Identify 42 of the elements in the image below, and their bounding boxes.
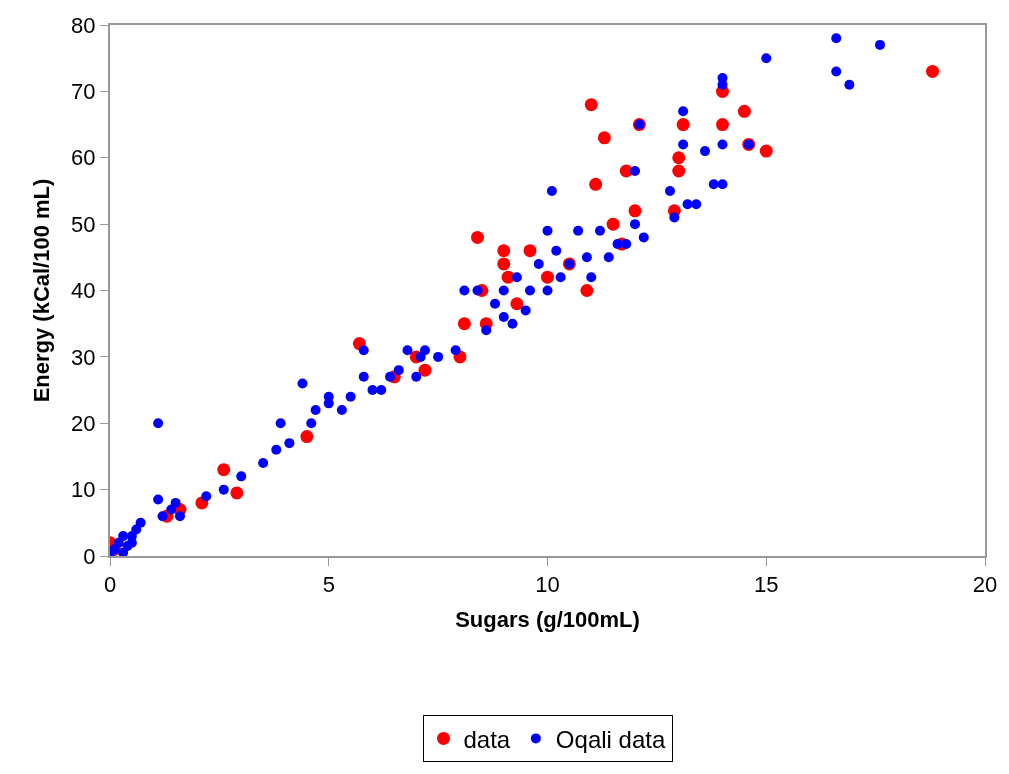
y-axis-title: Energy (kCal/100 mL) (29, 178, 55, 403)
point (580, 284, 594, 297)
y-tick-label: 70 (71, 79, 96, 105)
point (759, 144, 773, 158)
point (926, 64, 939, 78)
x-axis-title: Sugars (g/100mL) (455, 606, 640, 632)
point (589, 177, 603, 191)
point (672, 151, 686, 165)
legend-label: Oqali data (555, 725, 666, 753)
point (597, 131, 611, 145)
point (457, 317, 471, 331)
x-tick-label: 0 (103, 572, 117, 598)
point (737, 104, 751, 118)
point (523, 244, 537, 258)
point (628, 204, 642, 218)
point (584, 98, 598, 112)
y-tick-label: 10 (71, 477, 96, 503)
y-tick-label: 60 (71, 145, 96, 171)
x-tick-label: 5 (322, 572, 335, 598)
x-tick-label: 15 (754, 572, 779, 598)
point (716, 118, 729, 132)
point (606, 217, 620, 231)
y-tick-label: 20 (71, 410, 96, 436)
point (672, 164, 686, 178)
point (217, 463, 231, 477)
point (418, 363, 432, 377)
point (497, 257, 511, 271)
y-tick-label: 0 (83, 543, 96, 569)
point (497, 244, 511, 258)
point (510, 297, 524, 311)
y-tick-label: 30 (71, 344, 96, 370)
point (300, 430, 314, 444)
point (676, 118, 690, 132)
y-tick-label: 50 (71, 211, 96, 237)
y-tick-label: 40 (71, 278, 96, 304)
point (230, 486, 244, 500)
point (541, 270, 554, 284)
point (471, 230, 484, 244)
x-tick-label: 10 (535, 572, 560, 598)
x-tick-label: 20 (972, 572, 998, 598)
legend-label: data (463, 725, 511, 753)
y-tick-label: 80 (71, 12, 96, 38)
